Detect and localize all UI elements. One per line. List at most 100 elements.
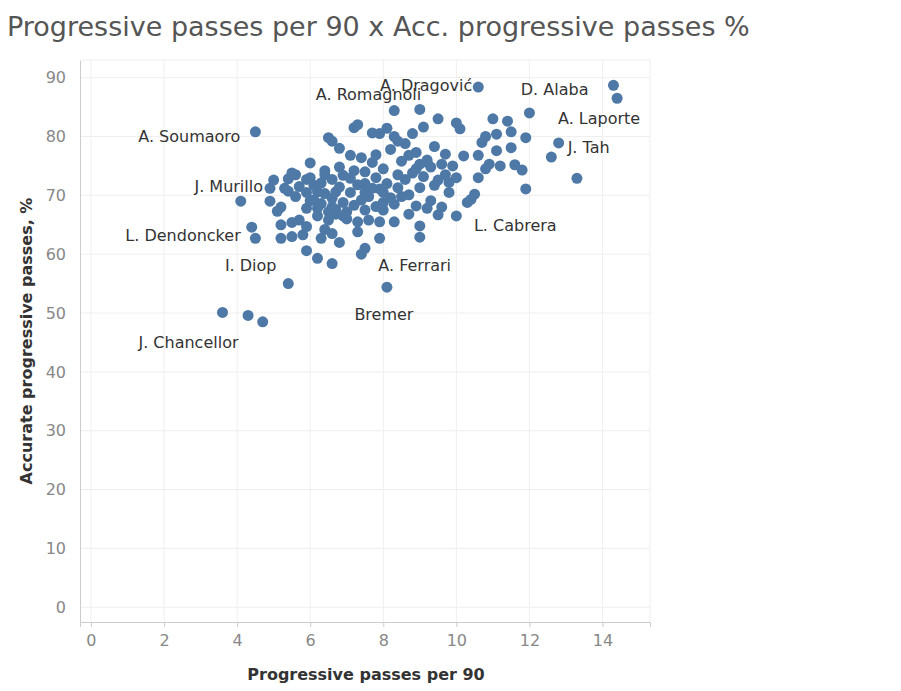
point — [338, 197, 349, 208]
point — [360, 166, 371, 177]
point — [378, 163, 389, 174]
point — [608, 80, 619, 91]
point — [250, 126, 261, 137]
point — [473, 150, 484, 161]
point — [250, 233, 261, 244]
point — [571, 173, 582, 184]
point — [546, 152, 557, 163]
frame-top — [80, 60, 650, 61]
x-axis-line — [81, 623, 651, 628]
x-axis-title: Progressive passes per 90 — [247, 665, 484, 684]
point — [345, 173, 356, 184]
y-tick: 30 — [46, 421, 80, 440]
annotation: L. Cabrera — [474, 216, 557, 235]
y-tick: 10 — [46, 539, 80, 558]
x-tick-label: 4 — [233, 631, 243, 650]
point — [520, 132, 531, 143]
point — [447, 160, 458, 171]
point — [360, 205, 371, 216]
point — [279, 183, 290, 194]
annotation: J. Tah — [567, 138, 610, 157]
annotation: A. Ferrari — [378, 256, 451, 275]
annotation: I. Diop — [225, 256, 277, 275]
y-tick: 70 — [46, 186, 80, 205]
point — [352, 119, 363, 130]
point — [414, 220, 425, 231]
y-tick: 60 — [46, 245, 80, 264]
point — [283, 278, 294, 289]
point — [235, 196, 246, 207]
point — [301, 245, 312, 256]
point — [381, 123, 392, 134]
point — [480, 131, 491, 142]
point — [506, 142, 517, 153]
point — [374, 183, 385, 194]
annotation: D. Alaba — [521, 80, 589, 99]
point — [491, 129, 502, 140]
annotation: A. Soumaoro — [138, 127, 240, 146]
x-tick-label: 2 — [159, 631, 169, 650]
x-tick-label: 8 — [379, 631, 389, 650]
point — [411, 200, 422, 211]
point — [553, 137, 564, 148]
x-tick: 8 — [379, 622, 389, 650]
point — [440, 169, 451, 180]
point — [440, 149, 451, 160]
point — [473, 82, 484, 93]
point — [517, 165, 528, 176]
x-tick: 12 — [520, 622, 540, 650]
x-tick-mark — [237, 622, 238, 627]
point — [268, 175, 279, 186]
y-tick-label: 0 — [56, 598, 66, 617]
point — [436, 202, 447, 213]
point — [414, 232, 425, 243]
annotation: J. Murillo — [193, 177, 263, 196]
point — [473, 172, 484, 183]
x-tick-label: 0 — [86, 631, 96, 650]
y-grid-line — [80, 548, 650, 549]
point — [520, 183, 531, 194]
point — [370, 172, 381, 183]
point — [381, 282, 392, 293]
annotation: J. Chancellor — [137, 333, 238, 352]
grid — [80, 60, 650, 622]
x-tick-label: 14 — [593, 631, 613, 650]
point — [334, 162, 345, 173]
point — [305, 157, 316, 168]
point — [286, 231, 297, 242]
x-tick: 6 — [306, 622, 316, 650]
y-tick-label: 90 — [46, 68, 66, 87]
point — [370, 149, 381, 160]
point — [334, 182, 345, 193]
point — [392, 136, 403, 147]
point — [312, 253, 323, 264]
y-tick: 20 — [46, 480, 80, 499]
point — [319, 169, 330, 180]
x-tick-label: 12 — [520, 631, 540, 650]
y-tick: 90 — [46, 68, 80, 87]
y-tick: 50 — [46, 304, 80, 323]
x-grid-line — [310, 60, 311, 622]
point — [243, 310, 254, 321]
point — [444, 187, 455, 198]
point — [433, 113, 444, 124]
point — [374, 233, 385, 244]
point — [301, 221, 312, 232]
y-tick-label: 60 — [46, 245, 66, 264]
x-tick-mark — [456, 622, 457, 627]
chart-title: Progressive passes per 90 x Acc. progres… — [7, 11, 750, 42]
x-tick: 4 — [233, 622, 243, 650]
point — [506, 126, 517, 137]
point — [327, 258, 338, 269]
point — [378, 197, 389, 208]
y-grid-line — [80, 430, 650, 431]
annotations: A. RomagnoliA. DragovićD. AlabaA. Laport… — [125, 76, 640, 352]
point — [389, 105, 400, 116]
x-grid-line — [90, 60, 91, 622]
point — [462, 197, 473, 208]
point — [385, 144, 396, 155]
point — [403, 189, 414, 200]
y-tick: 0 — [56, 598, 80, 617]
point — [414, 182, 425, 193]
x-tick-mark — [603, 622, 604, 627]
